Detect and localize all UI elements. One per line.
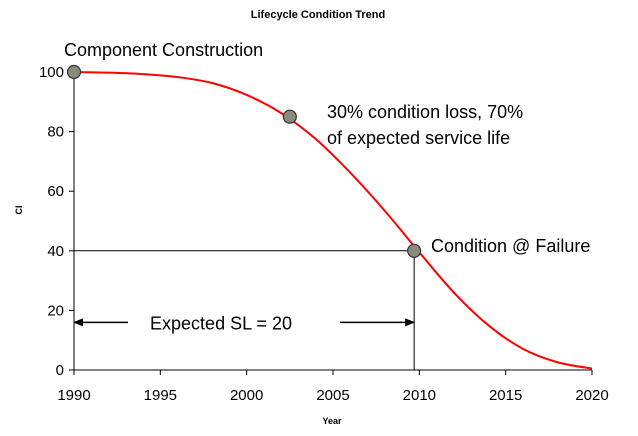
y-axis-label: CI xyxy=(14,206,24,215)
y-tick-label: 100 xyxy=(39,64,64,81)
y-tick-label: 40 xyxy=(47,243,64,260)
x-tick-label: 1995 xyxy=(144,387,177,404)
x-tick-label: 2020 xyxy=(575,387,608,404)
y-tick-label: 80 xyxy=(47,124,64,141)
x-tick-label: 2010 xyxy=(403,387,436,404)
x-axis-label: Year xyxy=(322,416,342,426)
x-tick-label: 2005 xyxy=(316,387,349,404)
chart-title: Lifecycle Condition Trend xyxy=(251,9,385,21)
milestone-marker xyxy=(66,64,82,80)
x-tick-label: 2015 xyxy=(489,387,522,404)
annotation-condition-loss-line1: 30% condition loss, 70% xyxy=(327,102,523,122)
y-tick-label: 20 xyxy=(47,302,64,319)
y-tick-label: 0 xyxy=(56,362,64,379)
x-tick-label: 2000 xyxy=(230,387,263,404)
annotation-failure: Condition @ Failure xyxy=(431,236,590,256)
x-tick-label: 1990 xyxy=(57,387,90,404)
milestone-marker xyxy=(282,109,297,124)
y-tick-label: 60 xyxy=(47,183,64,200)
milestone-marker xyxy=(407,243,422,258)
annotation-condition-loss-line2: of expected service life xyxy=(327,128,510,148)
series-line xyxy=(73,71,593,370)
annotation-construction: Component Construction xyxy=(64,40,263,60)
span-label: Expected SL = 20 xyxy=(150,313,292,333)
